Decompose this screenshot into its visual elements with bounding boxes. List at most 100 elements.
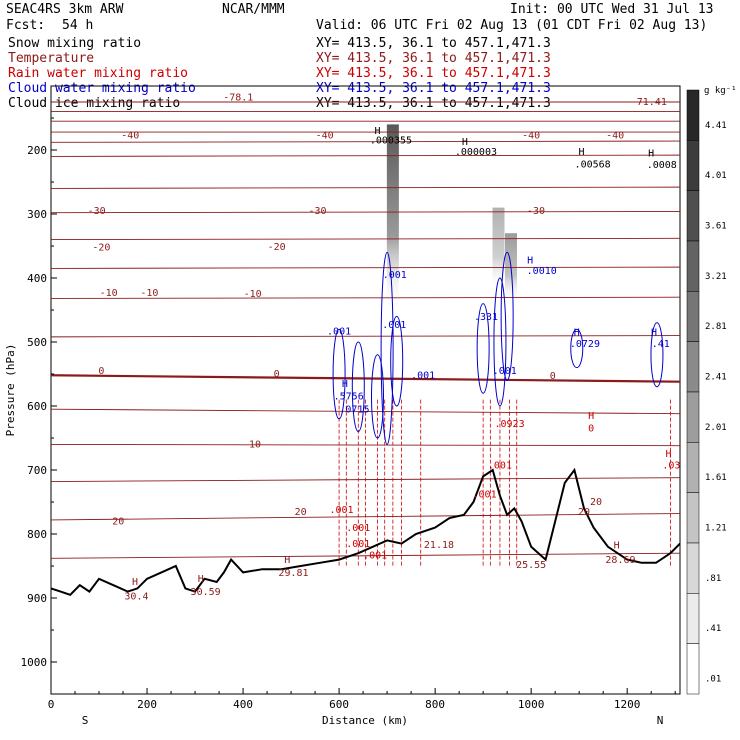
isotherm-label-5: -40 <box>606 130 624 141</box>
extrema-label-34: 0 <box>588 424 594 435</box>
colorbar-swatch-11 <box>686 643 700 695</box>
extrema-label-35: .0923 <box>494 419 524 430</box>
isotherm-label-2: -40 <box>121 130 139 141</box>
isotherm-label-0: -78.1 <box>223 93 253 104</box>
x-tick-label-6: 1200 <box>614 698 641 711</box>
snow-column-0 <box>386 124 399 311</box>
plot-frame <box>50 85 681 695</box>
y-axis-label: Pressure (hPa) <box>4 344 17 437</box>
isotherm-label-16: 0 <box>550 371 556 382</box>
model-title: SEAC4RS 3km ARW <box>6 2 124 17</box>
cloud-water-contour-2 <box>371 354 385 439</box>
legend-snow-xy: XY= 413.5, 36.1 to 457.1,471.3 <box>316 36 551 51</box>
isotherm-line-9 <box>51 266 680 269</box>
isotherm-label-19: 20 <box>295 507 307 518</box>
colorbar-label-9: .81 <box>705 574 721 584</box>
x-tick-label-1: 200 <box>137 698 157 711</box>
extrema-label-22: .001 <box>382 320 406 331</box>
extrema-label-27: .41 <box>652 339 670 350</box>
isotherm-label-10: -20 <box>268 242 286 253</box>
isotherm-line-4 <box>51 140 680 143</box>
isotherm-line-6 <box>51 186 680 189</box>
extrema-label-24: H <box>574 328 580 339</box>
isotherm-line-7 <box>51 210 680 214</box>
extrema-label-12: H <box>462 137 468 148</box>
y-tick-label-5: 700 <box>27 464 47 477</box>
colorbar-swatch-3 <box>686 240 700 292</box>
x-tick-label-4: 800 <box>425 698 445 711</box>
isotherm-label-17: 10 <box>249 440 261 451</box>
isotherm-line-13 <box>51 408 680 415</box>
extrema-label-28: .001 <box>493 366 517 377</box>
y-tick-label-3: 500 <box>27 336 47 349</box>
extrema-label-5: 29.81 <box>278 568 308 579</box>
colorbar-label-2: 3.61 <box>705 221 727 231</box>
isotherm-label-8: -30 <box>527 206 545 217</box>
north-label: N <box>657 714 664 727</box>
extrema-label-33: H <box>588 411 594 422</box>
colorbar-label-8: 1.21 <box>705 523 727 533</box>
isotherm-label-14: 0 <box>98 366 104 377</box>
extrema-label-43: .001 <box>363 550 387 561</box>
colorbar-swatch-1 <box>686 140 700 191</box>
cloud-water-contour-3 <box>380 251 394 445</box>
colorbar-swatch-10 <box>686 593 700 644</box>
x-tick-label-2: 400 <box>233 698 253 711</box>
extrema-label-10: H <box>374 126 380 137</box>
cloud-water-contour-8 <box>570 328 584 369</box>
isotherm-label-4: -40 <box>522 130 540 141</box>
extrema-label-15: .00568 <box>575 159 611 170</box>
colorbar-label-6: 2.01 <box>705 423 727 433</box>
cloud-water-contour-6 <box>493 277 507 407</box>
extrema-label-6: 21.18 <box>424 540 454 551</box>
isotherm-label-6: -30 <box>88 206 106 217</box>
colorbar-swatch-6 <box>686 391 700 443</box>
isotherm-label-11: -10 <box>100 288 118 299</box>
isotherm-label-15: 0 <box>274 369 280 380</box>
extrema-label-32: .0715 <box>339 404 369 415</box>
colorbar: 4.41 4.01 3.61 3.21 2.81 2.41 2.01 1.61 1.21 .81.… <box>686 89 727 695</box>
y-tick-label-2: 400 <box>27 272 47 285</box>
cloud-water-contour-9 <box>650 322 664 388</box>
extrema-label-17: .0008 <box>647 160 677 171</box>
legend-temperature: Temperature <box>8 51 94 66</box>
legend-rain-xy: XY= 413.5, 36.1 to 457.1,471.3 <box>316 66 551 81</box>
extrema-label-26: H <box>651 328 657 339</box>
isotherm-label-7: -30 <box>308 206 326 217</box>
colorbar-swatch-4 <box>686 291 700 342</box>
legend-cloud-ice: Cloud ice mixing ratio <box>8 96 180 111</box>
extrema-label-9: 28.69 <box>605 555 635 566</box>
extrema-label-23: .001 <box>327 326 351 337</box>
y-tick-label-7: 900 <box>27 592 47 605</box>
extrema-label-16: H <box>648 148 654 159</box>
extrema-label-20: .001 <box>383 270 407 281</box>
extrema-label-1: 30.4 <box>124 591 148 602</box>
snow-column-1 <box>492 207 505 291</box>
y-tick-label-0: 200 <box>27 144 47 157</box>
colorbar-label-1: 4.01 <box>705 171 727 181</box>
extrema-label-13: .000003 <box>455 147 497 158</box>
colorbar-label-4: 2.81 <box>705 322 727 332</box>
colorbar-label-11: .01 <box>705 674 721 684</box>
y-tick-label-1: 300 <box>27 208 47 221</box>
colorbar-swatch-2 <box>686 190 700 242</box>
isotherm-line-5 <box>51 154 680 157</box>
isotherm-label-13: -10 <box>244 289 262 300</box>
field-annotations: -78.1 -71.41 -40 -40 -40 -40 -30 -30 -30 -20 -20 -1… <box>88 93 680 603</box>
isotherm-line-12 <box>51 374 680 383</box>
precip-contours <box>332 251 671 566</box>
isotherm-line-10 <box>51 296 680 299</box>
field-legend: Snow mixing ratio XY= 413.5, 36.1 to 457… <box>8 36 551 111</box>
x-axis-label: Distance (km) <box>322 714 408 727</box>
forecast-label: Fcst: <box>6 18 45 33</box>
init-time: Init: 00 UTC Wed 31 Jul 13 <box>510 2 714 17</box>
colorbar-swatch-7 <box>686 442 700 493</box>
isotherm-label-3: -40 <box>316 130 334 141</box>
extrema-label-8: H <box>614 541 620 552</box>
terrain-profile <box>51 467 680 596</box>
legend-snow: Snow mixing ratio <box>8 36 141 51</box>
extrema-label-19: .0010 <box>527 266 557 277</box>
extrema-label-36: H <box>665 449 671 460</box>
extrema-label-0: H <box>132 577 138 588</box>
cloud-water-contour-0 <box>332 328 346 420</box>
